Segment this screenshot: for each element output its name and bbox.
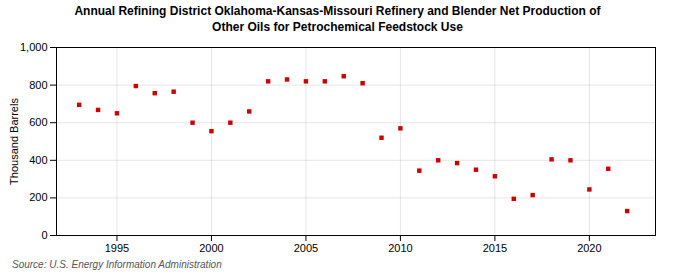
svg-text:1995: 1995 <box>105 242 129 254</box>
svg-text:0: 0 <box>41 229 47 241</box>
svg-text:800: 800 <box>29 79 47 91</box>
svg-text:1,000: 1,000 <box>20 41 48 53</box>
html-text:Source: U.S. Energy Informatio: Source: U.S. Energy Information Administ… <box>12 259 222 271</box>
svg-text:400: 400 <box>29 154 47 166</box>
svg-text:200: 200 <box>29 192 47 204</box>
svg-text:2010: 2010 <box>388 242 412 254</box>
svg-text:2020: 2020 <box>577 242 601 254</box>
svg-text:Thousand Barrels: Thousand Barrels <box>8 98 20 185</box>
svg-text:600: 600 <box>29 116 47 128</box>
svg-text:2000: 2000 <box>199 242 223 254</box>
svg-text:2015: 2015 <box>483 242 507 254</box>
svg-text:2005: 2005 <box>294 242 318 254</box>
html-text:Annual Refining District Oklah: Annual Refining District Oklahoma-Kansas… <box>74 4 601 34</box>
